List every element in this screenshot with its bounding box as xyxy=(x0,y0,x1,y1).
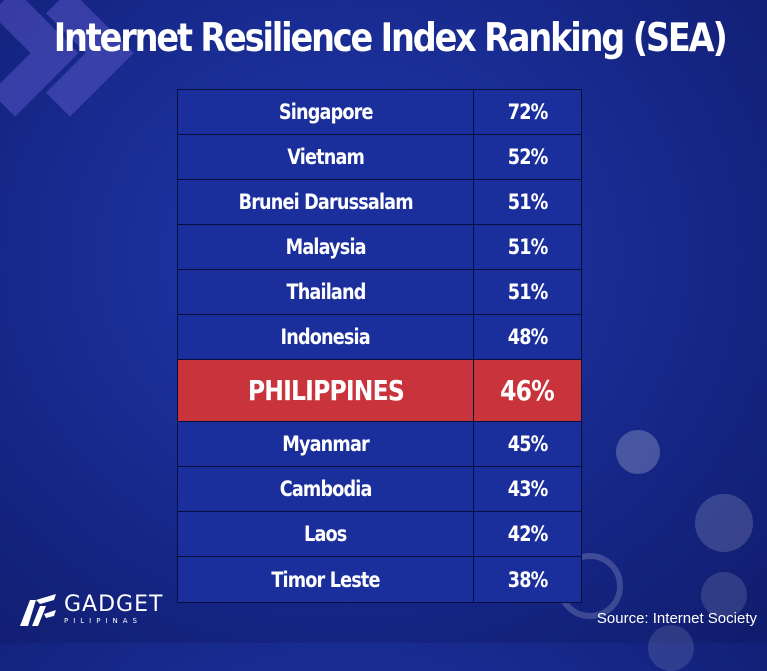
source-note: Source: Internet Society xyxy=(596,610,757,627)
country-name: Vietnam xyxy=(287,145,365,169)
country-cell: Cambodia xyxy=(178,467,474,511)
value-cell: 38% xyxy=(474,557,581,602)
resilience-value: 72% xyxy=(507,100,549,124)
resilience-value: 52% xyxy=(507,145,549,169)
country-cell: Indonesia xyxy=(178,315,474,359)
ranking-table: Singapore 72% Vietnam 52% Brunei Darussalam 5… xyxy=(177,89,582,603)
country-name: PHILIPPINES xyxy=(247,374,404,407)
gadget-pilipinas-logo-icon xyxy=(20,594,56,626)
resilience-value: 51% xyxy=(507,280,549,304)
country-name: Cambodia xyxy=(279,477,373,501)
country-name: Indonesia xyxy=(280,325,371,349)
table-row: Myanmar 45% xyxy=(178,422,581,467)
country-cell: Vietnam xyxy=(178,135,474,179)
value-cell: 51% xyxy=(474,270,581,314)
value-cell: 48% xyxy=(474,315,581,359)
logo-subtitle: PILIPINAS xyxy=(64,617,143,625)
table-row: Cambodia 43% xyxy=(178,467,581,512)
resilience-value: 51% xyxy=(507,235,549,259)
country-cell: Myanmar xyxy=(178,422,474,466)
value-cell: 43% xyxy=(474,467,581,511)
country-cell: Timor Leste xyxy=(178,557,474,602)
value-cell: 46% xyxy=(474,360,581,421)
table-row-highlighted: PHILIPPINES 46% xyxy=(178,360,581,422)
value-cell: 45% xyxy=(474,422,581,466)
table-row: Laos 42% xyxy=(178,512,581,557)
country-name: Thailand xyxy=(286,280,366,304)
value-cell: 42% xyxy=(474,512,581,556)
table-row: Brunei Darussalam 51% xyxy=(178,180,581,225)
resilience-value: 51% xyxy=(507,190,549,214)
table-row: Timor Leste 38% xyxy=(178,557,581,602)
country-cell: Brunei Darussalam xyxy=(178,180,474,224)
country-name: Myanmar xyxy=(282,432,369,456)
value-cell: 72% xyxy=(474,90,581,134)
resilience-value: 43% xyxy=(507,477,549,501)
resilience-value: 48% xyxy=(507,325,549,349)
country-name: Timor Leste xyxy=(271,567,380,592)
logo-wordmark: GADGET xyxy=(64,592,164,617)
table-row: Vietnam 52% xyxy=(178,135,581,180)
country-name: Laos xyxy=(304,522,347,546)
country-name: Singapore xyxy=(278,100,374,124)
decorative-circle xyxy=(695,494,753,552)
value-cell: 51% xyxy=(474,180,581,224)
value-cell: 51% xyxy=(474,225,581,269)
resilience-value: 42% xyxy=(507,522,549,546)
country-cell: PHILIPPINES xyxy=(178,360,474,421)
country-cell: Thailand xyxy=(178,270,474,314)
table-row: Malaysia 51% xyxy=(178,225,581,270)
table-row: Indonesia 48% xyxy=(178,315,581,360)
table-row: Singapore 72% xyxy=(178,90,581,135)
resilience-value: 38% xyxy=(507,567,549,592)
resilience-value: 45% xyxy=(507,432,549,456)
value-cell: 52% xyxy=(474,135,581,179)
brand-logo: GADGET PILIPINAS xyxy=(18,592,163,628)
table-row: Thailand 51% xyxy=(178,270,581,315)
decorative-circle xyxy=(648,625,694,671)
decorative-circle xyxy=(701,572,747,618)
resilience-value: 46% xyxy=(500,374,556,407)
country-cell: Malaysia xyxy=(178,225,474,269)
page-title: Internet Resilience Index Ranking (SEA) xyxy=(53,16,728,61)
country-cell: Laos xyxy=(178,512,474,556)
decorative-circle xyxy=(616,430,660,474)
country-name: Brunei Darussalam xyxy=(238,190,413,214)
country-cell: Singapore xyxy=(178,90,474,134)
country-name: Malaysia xyxy=(285,235,366,259)
